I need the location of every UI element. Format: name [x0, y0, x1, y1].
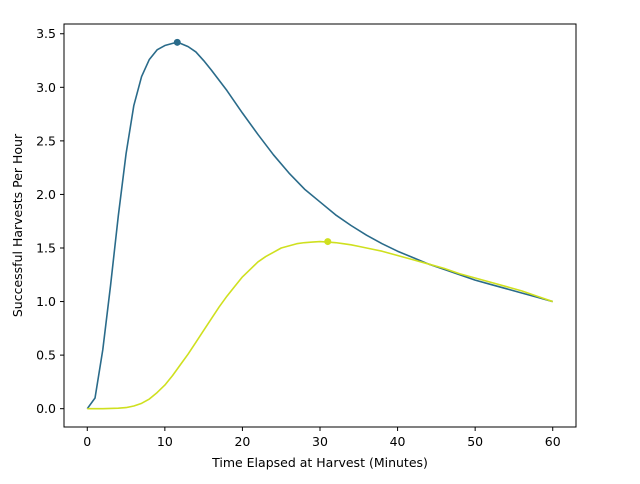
y-axis-label: Successful Harvests Per Hour [10, 133, 25, 317]
x-tick-label: 20 [234, 434, 250, 449]
series-line-1 [86, 41, 553, 410]
x-tick-label: 60 [545, 434, 561, 449]
x-axis: 0 10 20 30 40 50 60 [83, 427, 561, 449]
y-axis: 0.0 0.5 1.0 1.5 2.0 2.5 3.0 3.5 [36, 26, 64, 416]
x-axis-label: Time Elapsed at Harvest (Minutes) [211, 455, 428, 470]
series-peak-marker-1 [173, 38, 181, 46]
series-line-2 [87, 240, 553, 410]
series-layer [86, 38, 553, 410]
plot-frame [63, 23, 577, 428]
axes-layer [63, 23, 577, 428]
y-tick-label: 2.5 [36, 133, 56, 148]
x-tick-label: 50 [467, 434, 483, 449]
y-tick-label: 3.5 [36, 26, 56, 41]
series-peak-marker-2 [324, 238, 332, 246]
y-tick-label: 1.5 [36, 240, 56, 255]
x-tick-label: 30 [312, 434, 328, 449]
y-tick-label: 3.0 [36, 80, 56, 95]
y-tick-label: 0.0 [36, 401, 56, 416]
y-tick-label: 2.0 [36, 187, 56, 202]
x-tick-label: 40 [390, 434, 406, 449]
y-tick-label: 0.5 [36, 348, 56, 363]
x-tick-label: 10 [157, 434, 173, 449]
x-tick-label: 0 [83, 434, 91, 449]
y-tick-label: 1.0 [36, 294, 56, 309]
